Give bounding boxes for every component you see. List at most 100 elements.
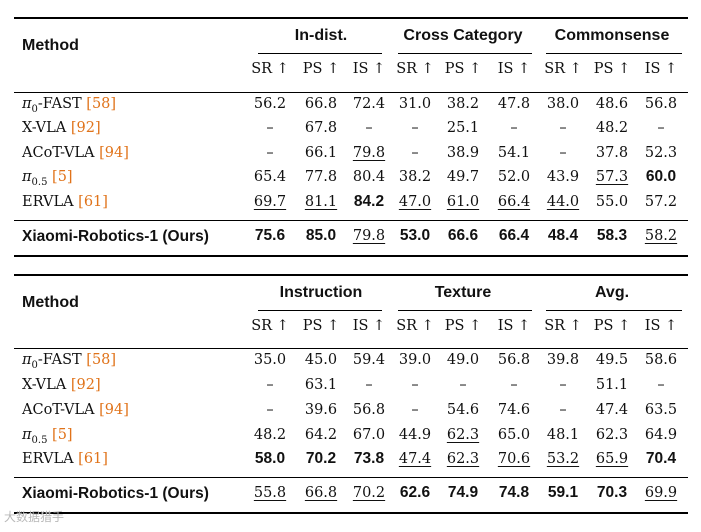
method-label: ERVLA <box>22 451 79 467</box>
body-rule <box>14 477 688 478</box>
table-cell: 44.9 <box>398 427 432 443</box>
citation-link[interactable]: [92] <box>70 377 101 393</box>
method-name: X-VLA [92] <box>22 377 101 393</box>
table-cell: 64.2 <box>304 427 338 443</box>
table-cell: 66.8 <box>304 485 338 501</box>
table-cell: 49.7 <box>446 169 480 185</box>
table-cell: – <box>411 377 419 393</box>
table-cell: 53.2 <box>546 451 580 467</box>
table-cell: 74.8 <box>498 484 530 501</box>
table-cell: 38.0 <box>546 96 580 112</box>
citation-link[interactable]: [58] <box>86 96 117 112</box>
group-underline <box>546 53 682 54</box>
method-label: X-VLA <box>22 120 71 136</box>
table-cell: – <box>266 377 274 393</box>
table-cell: 59.1 <box>547 484 579 501</box>
table-cell: – <box>559 120 567 136</box>
table-cell: 70.2 <box>352 485 386 501</box>
table-cell: 48.1 <box>546 427 580 443</box>
metric-header: IS ↑ <box>497 318 531 334</box>
method-suffix: -FAST <box>37 352 87 368</box>
table-cell: 47.8 <box>497 96 531 112</box>
method-name: Xiaomi-Robotics-1 (Ours) <box>22 485 209 503</box>
table-cell: 73.8 <box>353 450 385 467</box>
group-header: Cross Category <box>403 27 523 44</box>
table-cell: 59.4 <box>352 352 386 368</box>
table-cell: 38.2 <box>398 169 432 185</box>
citation-link[interactable]: [61] <box>78 451 108 467</box>
method-header: Method <box>22 37 79 54</box>
method-name: ERVLA [61] <box>22 194 108 210</box>
table-cell: 52.0 <box>497 169 531 185</box>
citation-link[interactable]: [5] <box>52 427 73 443</box>
table-cell: – <box>266 145 274 161</box>
metric-header: IS ↑ <box>644 61 678 77</box>
table-cell: 70.4 <box>645 450 677 467</box>
table-cell: – <box>459 377 467 393</box>
table-cell: – <box>365 377 373 393</box>
metric-header: PS ↑ <box>302 61 340 77</box>
citation-link[interactable]: [5] <box>52 169 73 185</box>
method-name: X-VLA [92] <box>22 120 101 136</box>
group-header: Texture <box>434 284 492 301</box>
citation-link[interactable]: [94] <box>99 402 129 418</box>
method-symbol: π <box>22 169 32 185</box>
metric-header: IS ↑ <box>497 61 531 77</box>
table-cell: 31.0 <box>398 96 432 112</box>
table-cell: – <box>266 402 274 418</box>
table-cell: – <box>657 377 665 393</box>
table-cell: 84.2 <box>353 193 385 210</box>
table-cell: 43.9 <box>546 169 580 185</box>
table-cell: – <box>365 120 373 136</box>
table-cell: 48.2 <box>595 120 629 136</box>
metric-header: IS ↑ <box>352 61 386 77</box>
table-cell: 58.2 <box>644 228 678 244</box>
method-label: ACoT-VLA <box>22 145 100 161</box>
table-cell: – <box>559 402 567 418</box>
method-name: Xiaomi-Robotics-1 (Ours) <box>22 228 209 246</box>
table-cell: 65.9 <box>595 451 629 467</box>
table-cell: – <box>411 402 419 418</box>
table-cell: – <box>411 120 419 136</box>
table-cell: 54.1 <box>497 145 531 161</box>
table-cell: 65.0 <box>497 427 531 443</box>
group-underline <box>258 53 382 54</box>
citation-link[interactable]: [94] <box>99 145 129 161</box>
table-cell: 58.3 <box>596 227 628 244</box>
table-cell: 38.2 <box>446 96 480 112</box>
metric-header: SR ↑ <box>544 61 582 77</box>
group-header: In-dist. <box>294 27 348 44</box>
table-cell: 56.8 <box>352 402 386 418</box>
table-cell: 47.0 <box>398 194 432 210</box>
method-header: Method <box>22 294 79 311</box>
table-cell: 51.1 <box>595 377 629 393</box>
group-header: Commonsense <box>554 27 670 44</box>
method-label: ACoT-VLA <box>22 402 100 418</box>
method-symbol: π <box>22 96 32 112</box>
table-cell: 63.5 <box>644 402 678 418</box>
citation-link[interactable]: [61] <box>78 194 108 210</box>
method-symbol: π <box>22 352 32 368</box>
method-name: ACoT-VLA [94] <box>22 145 129 161</box>
method-subscript: 0.5 <box>31 434 48 446</box>
metric-header: SR ↑ <box>251 318 289 334</box>
table-cell: 48.2 <box>253 427 287 443</box>
table-cell: 79.8 <box>352 228 386 244</box>
header-rule <box>14 348 688 349</box>
table-cell: 74.9 <box>447 484 479 501</box>
table-cell: 39.8 <box>546 352 580 368</box>
table-cell: 45.0 <box>304 352 338 368</box>
table-cell: 35.0 <box>253 352 287 368</box>
table-cell: 66.4 <box>497 194 531 210</box>
bottom-rule <box>14 255 688 257</box>
top-rule <box>14 274 688 276</box>
table-cell: 62.3 <box>446 451 480 467</box>
table-cell: 52.3 <box>644 145 678 161</box>
citation-link[interactable]: [58] <box>86 352 117 368</box>
table-cell: – <box>559 145 567 161</box>
table-cell: 79.8 <box>352 145 386 161</box>
table-cell: – <box>510 377 518 393</box>
table-cell: 62.6 <box>399 484 431 501</box>
table-cell: 66.8 <box>304 96 338 112</box>
citation-link[interactable]: [92] <box>70 120 101 136</box>
